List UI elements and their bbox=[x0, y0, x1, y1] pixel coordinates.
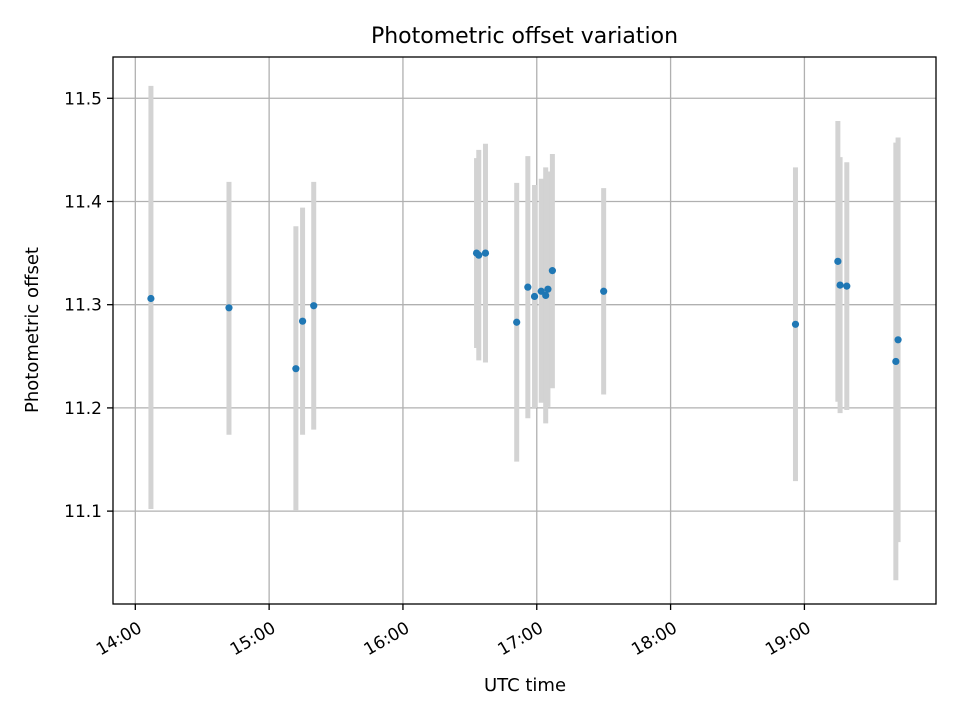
data-point bbox=[548, 267, 556, 275]
y-tick-label: 11.2 bbox=[64, 399, 102, 419]
grid-lines bbox=[113, 57, 936, 604]
data-point bbox=[791, 320, 800, 328]
data-point bbox=[843, 282, 851, 290]
data-point bbox=[892, 357, 900, 366]
data-point bbox=[225, 304, 233, 312]
data-point bbox=[524, 283, 532, 291]
data-point bbox=[481, 249, 490, 257]
data-point bbox=[513, 318, 521, 326]
y-axis-label: Photometric offset bbox=[22, 247, 43, 413]
y-tick-label: 11.3 bbox=[64, 296, 102, 316]
data-point bbox=[600, 287, 608, 295]
y-tick-label: 11.5 bbox=[64, 89, 102, 109]
data-point bbox=[836, 281, 844, 289]
data-point bbox=[475, 251, 483, 259]
data-point bbox=[298, 317, 307, 325]
x-axis-label: UTC time bbox=[484, 675, 566, 696]
data-point bbox=[834, 257, 842, 265]
y-tick-label: 11.1 bbox=[64, 502, 102, 522]
data-point bbox=[894, 336, 902, 344]
y-tick-label: 11.4 bbox=[64, 192, 102, 212]
data-point bbox=[530, 292, 539, 301]
plot-frame bbox=[112, 56, 937, 605]
data-point bbox=[147, 294, 155, 303]
data-point bbox=[544, 285, 552, 293]
data-point bbox=[310, 302, 318, 310]
data-point bbox=[542, 291, 550, 300]
chart-title: Photometric offset variation bbox=[371, 24, 678, 49]
data-points bbox=[147, 249, 902, 373]
data-point bbox=[292, 365, 300, 373]
